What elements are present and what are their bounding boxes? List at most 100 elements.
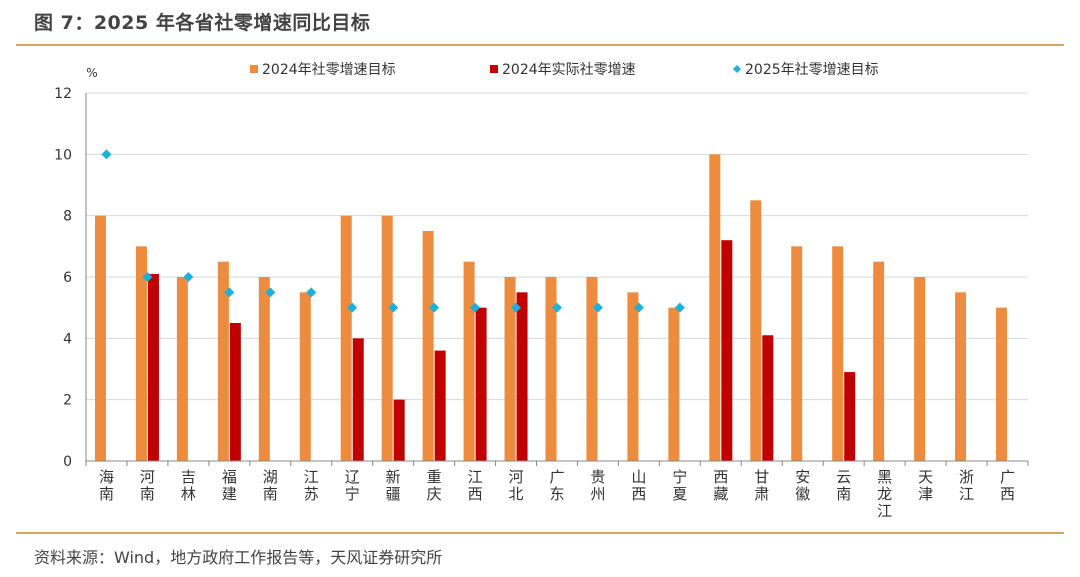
x-tick-label: 浙: [959, 468, 974, 486]
x-tick-label: 贵: [590, 468, 605, 486]
legend: 2024年社零增速目标 2024年实际社零增速 2025年社零增速目标: [250, 62, 879, 78]
y-tick-label: 2: [63, 393, 72, 409]
bar-2024-target: [463, 261, 475, 461]
x-tick-label: 肃: [754, 485, 769, 503]
y-tick-label: 4: [63, 331, 72, 347]
x-tick-label: 南: [836, 485, 851, 503]
y-tick-label: 0: [63, 454, 72, 470]
legend-label: 2025年社零增速目标: [745, 62, 879, 78]
x-tick-label: 江: [468, 468, 483, 486]
x-tick-label: 林: [181, 485, 196, 503]
y-tick-label: 6: [63, 270, 72, 286]
x-tick-label: 西: [713, 468, 728, 486]
x-tick-label: 西: [468, 485, 483, 503]
bar-2024-actual: [844, 372, 856, 461]
x-tick-label: 云: [836, 468, 851, 486]
y-tick-label: 10: [54, 147, 72, 163]
x-axis: 海南河南吉林福建湖南江苏辽宁新疆重庆江西河北广东贵州山西宁夏西藏甘肃安徽云南黑龙…: [85, 460, 1029, 520]
marker-2025-target: [306, 287, 317, 298]
x-tick-label: 河: [509, 468, 524, 486]
markers: [101, 149, 685, 313]
x-tick-label: 南: [263, 485, 278, 503]
marker-2025-target: [388, 302, 399, 313]
x-tick-label: 吉: [181, 468, 196, 486]
bar-2024-target: [791, 246, 803, 461]
x-tick-label: 江: [304, 468, 319, 486]
x-tick-label: 建: [222, 485, 237, 503]
bar-2024-target: [217, 261, 229, 461]
x-tick-label: 徽: [795, 485, 810, 503]
marker-2025-target: [674, 302, 685, 313]
x-tick-label: 庆: [427, 485, 442, 503]
bar-2024-actual: [516, 292, 528, 461]
y-tick-label: 12: [54, 86, 72, 102]
marker-2025-target: [183, 272, 194, 282]
bar-2024-actual: [147, 273, 159, 461]
marker-2025-target: [633, 302, 644, 313]
x-tick-label: 苏: [304, 485, 319, 503]
bar-2024-target: [422, 231, 434, 461]
bar-2024-target: [258, 277, 270, 461]
bar-2024-target: [545, 277, 557, 461]
x-tick-label: 东: [549, 485, 564, 503]
legend-swatch: [490, 65, 498, 73]
x-tick-label: 南: [140, 485, 155, 503]
marker-2025-target: [347, 302, 358, 313]
x-tick-label: 江: [877, 502, 892, 520]
marker-2025-target: [552, 302, 562, 313]
x-tick-label: 广: [549, 468, 564, 486]
x-tick-label: 福: [222, 468, 237, 486]
source-note: 资料来源：Wind，地方政府工作报告等，天风证券研究所: [34, 548, 443, 567]
marker-2025-target: [265, 287, 276, 298]
x-tick-label: 甘: [754, 468, 769, 486]
bar-2024-actual: [762, 335, 774, 461]
bar-2024-actual: [393, 399, 405, 461]
x-tick-label: 河: [140, 468, 155, 486]
bar-2024-target: [750, 200, 762, 462]
legend-swatch: [733, 65, 741, 73]
x-tick-label: 藏: [713, 485, 728, 503]
marker-2025-target: [511, 302, 522, 313]
x-tick-label: 州: [590, 485, 605, 503]
bar-2024-actual: [352, 338, 364, 461]
legend-swatch: [250, 65, 258, 73]
bar-2024-target: [873, 261, 885, 461]
bar-2024-target: [709, 154, 721, 462]
x-tick-label: 山: [631, 468, 646, 486]
y-tick-label: 8: [63, 209, 72, 225]
x-tick-label: 疆: [386, 485, 401, 503]
x-tick-label: 夏: [672, 485, 687, 503]
marker-2025-target: [429, 302, 440, 313]
marker-2025-target: [142, 272, 153, 282]
marker-2025-target: [592, 302, 603, 313]
x-tick-label: 湖: [263, 468, 278, 486]
bar-2024-target: [668, 307, 680, 461]
bar-2024-target: [504, 277, 516, 461]
x-tick-label: 安: [795, 468, 810, 486]
bar-2024-actual: [475, 307, 487, 461]
legend-label: 2024年社零增速目标: [262, 62, 396, 78]
source-divider: [16, 532, 1064, 534]
x-tick-label: 宁: [345, 485, 360, 503]
bar-2024-target: [94, 215, 106, 461]
bar-2024-actual: [721, 240, 733, 461]
bar-2024-target: [135, 246, 147, 461]
title-divider: [16, 44, 1064, 46]
marker-2025-target: [101, 149, 112, 160]
x-tick-label: 海: [99, 468, 114, 486]
bar-2024-target: [381, 215, 393, 461]
y-axis-unit-label: %: [86, 66, 97, 80]
x-tick-label: 南: [99, 485, 114, 503]
legend-label: 2024年实际社零增速: [502, 62, 636, 78]
bar-2024-actual: [434, 350, 446, 461]
x-tick-label: 江: [959, 485, 974, 503]
bar-2024-target: [299, 292, 311, 461]
bar-2024-target: [955, 292, 967, 461]
x-tick-label: 新: [386, 468, 401, 486]
bar-2024-target: [832, 246, 844, 461]
bars: [94, 154, 1008, 462]
bar-2024-target: [996, 307, 1008, 461]
x-tick-label: 宁: [672, 468, 687, 486]
x-tick-label: 天: [918, 468, 933, 486]
bar-2024-target: [627, 292, 639, 461]
